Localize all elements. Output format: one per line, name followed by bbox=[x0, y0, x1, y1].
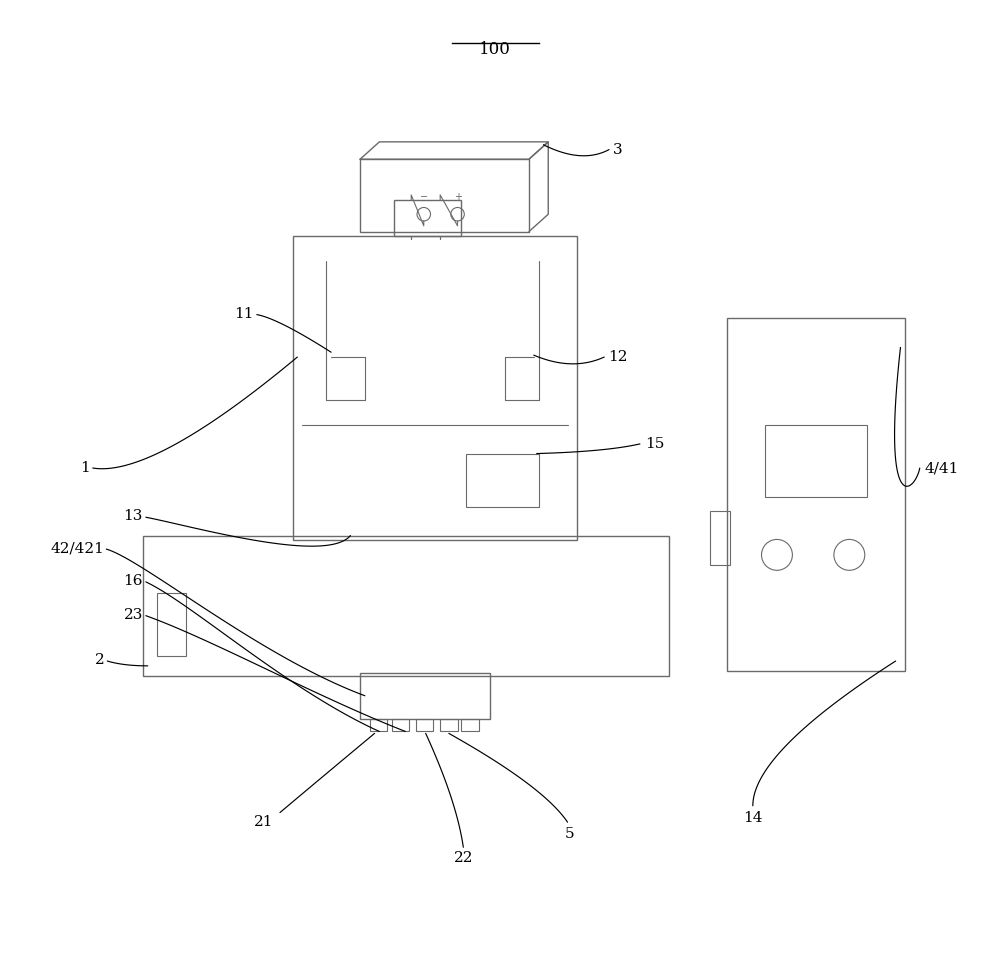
Text: 1: 1 bbox=[80, 461, 90, 475]
Bar bbox=[440, 719, 458, 731]
Text: −: − bbox=[420, 192, 428, 202]
Bar bbox=[461, 719, 479, 731]
Text: 13: 13 bbox=[124, 510, 143, 523]
Bar bbox=[466, 454, 539, 507]
Text: 14: 14 bbox=[743, 811, 763, 825]
Text: 4/41: 4/41 bbox=[925, 461, 959, 475]
Text: 21: 21 bbox=[254, 815, 273, 830]
Bar bbox=[710, 511, 730, 565]
Bar bbox=[765, 425, 867, 497]
Bar bbox=[157, 593, 186, 656]
Text: +: + bbox=[454, 192, 462, 202]
Bar bbox=[360, 673, 490, 719]
Bar bbox=[370, 719, 387, 731]
Bar bbox=[394, 200, 461, 236]
Text: 16: 16 bbox=[123, 574, 143, 588]
Bar bbox=[727, 318, 905, 671]
Text: 23: 23 bbox=[124, 608, 143, 621]
Text: 15: 15 bbox=[645, 437, 664, 451]
Text: 42/421: 42/421 bbox=[50, 541, 104, 555]
Text: 5: 5 bbox=[565, 827, 574, 841]
Text: 2: 2 bbox=[95, 653, 104, 667]
Bar bbox=[360, 159, 529, 232]
Text: 3: 3 bbox=[613, 143, 623, 156]
Bar bbox=[293, 236, 577, 540]
Text: 100: 100 bbox=[479, 41, 511, 58]
Bar bbox=[392, 719, 409, 731]
Bar bbox=[416, 719, 433, 731]
Bar bbox=[143, 536, 669, 676]
Text: 22: 22 bbox=[454, 851, 473, 866]
Text: 11: 11 bbox=[234, 307, 254, 320]
Text: 12: 12 bbox=[608, 350, 628, 364]
